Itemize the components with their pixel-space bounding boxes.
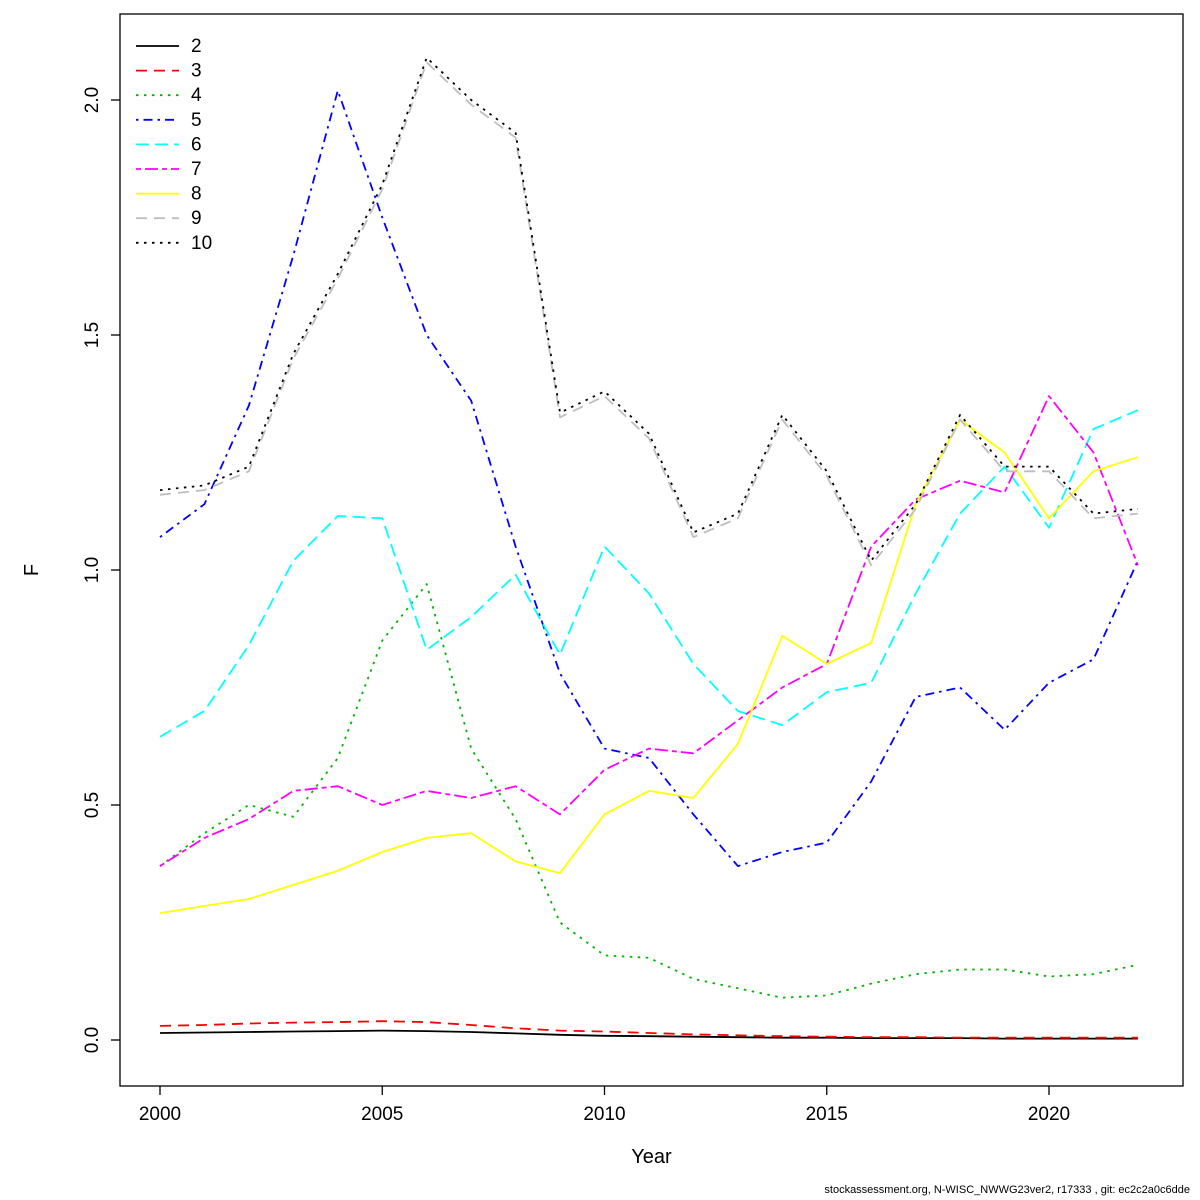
- x-tick-label: 2005: [361, 1104, 403, 1125]
- series-line-8: [159, 418, 1139, 914]
- series-line-3: [159, 1020, 1138, 1039]
- x-axis-label: Year: [631, 1146, 672, 1168]
- y-tick-label: 1.0: [82, 557, 103, 583]
- y-tick-label: 1.5: [82, 322, 103, 348]
- legend: 2 3 4 5 6 7 8 9 10: [136, 36, 212, 254]
- legend-label-9: 9: [191, 208, 202, 229]
- y-tick-label: 0.0: [82, 1027, 103, 1053]
- legend-label-2: 2: [191, 36, 202, 57]
- x-tick-label: 2010: [583, 1104, 625, 1125]
- x-tick-label: 2000: [139, 1104, 181, 1125]
- legend-label-10: 10: [191, 233, 212, 254]
- x-tick-label: 2015: [806, 1104, 848, 1125]
- x-tick-label: 2020: [1028, 1104, 1070, 1125]
- legend-label-6: 6: [191, 134, 202, 155]
- legend-label-5: 5: [191, 110, 202, 131]
- series-line-5: [159, 89, 1139, 867]
- series-line-10: [159, 56, 1138, 562]
- footer-attribution: stockassessment.org, N-WISC_NWWG23ver2, …: [824, 1184, 1190, 1196]
- legend-label-3: 3: [191, 61, 202, 82]
- series-line-9: [159, 61, 1138, 567]
- plot-box: [119, 13, 1184, 1087]
- legend-label-7: 7: [191, 159, 202, 180]
- y-tick-label: 0.5: [82, 792, 103, 818]
- y-tick-label: 2.0: [82, 87, 103, 113]
- y-axis-label: F: [21, 564, 43, 576]
- series-line-7: [159, 395, 1139, 867]
- legend-label-4: 4: [191, 85, 202, 106]
- legend-label-8: 8: [191, 184, 202, 205]
- series-line-6: [159, 409, 1139, 738]
